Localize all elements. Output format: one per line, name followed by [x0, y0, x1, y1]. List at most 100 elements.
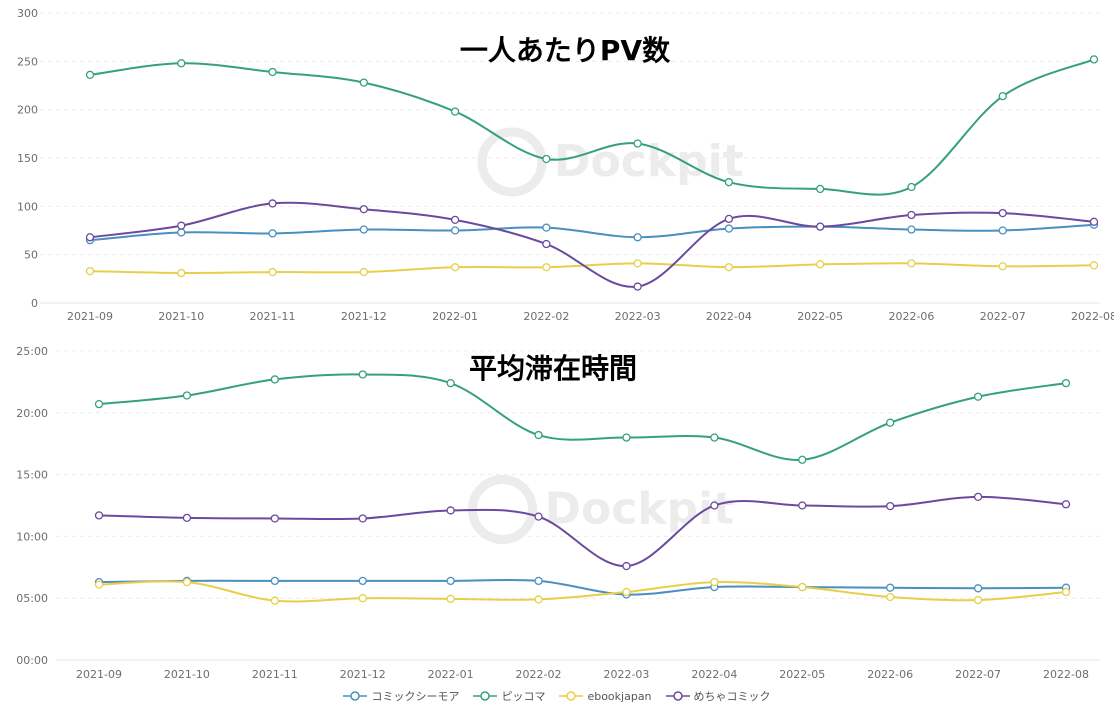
data-point [622, 587, 631, 597]
data-point [622, 433, 631, 442]
data-point [886, 592, 895, 602]
data-point [359, 78, 368, 87]
data-point [446, 506, 455, 515]
data-point [359, 225, 368, 234]
data-point [85, 233, 95, 242]
data-point [446, 378, 455, 388]
data-point [633, 139, 642, 148]
legend-line-circle-icon [343, 691, 368, 701]
legend-line-circle-icon [473, 691, 498, 701]
data-point [270, 514, 279, 523]
data-point [622, 561, 631, 571]
y-tick-label: 250 [17, 55, 38, 68]
data-point [534, 576, 543, 586]
data-point [798, 455, 807, 464]
legend: コミックシーモア ピッコマ ebookjapan めちゃコミック [0, 688, 1114, 704]
series-line-1 [98, 578, 1067, 596]
data-point [907, 182, 916, 192]
data-point [1089, 217, 1099, 226]
data-point [973, 595, 983, 605]
data-point [446, 594, 455, 603]
data-point [633, 282, 642, 291]
legend-item-ebookjapan[interactable]: ebookjapan [559, 688, 652, 704]
legend-item-piccoma[interactable]: ピッコマ [473, 688, 545, 704]
series-line-4 [98, 495, 1067, 568]
y-tick-label: 00:00 [16, 654, 48, 667]
x-tick-label: 2021-12 [340, 668, 386, 681]
x-tick-label: 2022-05 [779, 668, 825, 681]
data-point [710, 433, 719, 442]
y-tick-label: 100 [17, 200, 38, 213]
data-point [177, 228, 186, 237]
data-point [1061, 587, 1071, 597]
x-tick-label: 2022-04 [706, 310, 752, 323]
data-point [450, 107, 460, 116]
data-point [886, 501, 895, 511]
data-point [998, 226, 1007, 235]
data-point [907, 210, 916, 220]
data-point [450, 263, 460, 272]
data-point [998, 208, 1007, 218]
data-point [268, 229, 277, 238]
x-tick-label: 2021-11 [250, 310, 296, 323]
x-tick-label: 2021-09 [76, 668, 122, 681]
data-point [270, 576, 279, 586]
x-tick-label: 2022-07 [955, 668, 1001, 681]
x-tick-label: 2022-08 [1071, 310, 1114, 323]
data-point [358, 594, 367, 603]
legend-label: ebookjapan [587, 689, 652, 703]
legend-item-cmoa[interactable]: コミックシーモア [343, 688, 459, 704]
x-tick-label: 2022-02 [523, 310, 569, 323]
data-point [973, 392, 983, 401]
x-tick-label: 2021-10 [164, 668, 210, 681]
data-point [94, 511, 104, 520]
data-point [268, 67, 277, 77]
data-point [998, 262, 1007, 271]
data-point [85, 70, 95, 80]
chart-1: Dockpit 0 50 100 150 200 250 300 2021-09 2021-10 2… [17, 7, 1114, 323]
data-point [542, 154, 551, 164]
chart-title: 一人あたりPV数 [460, 34, 671, 67]
data-point [450, 215, 460, 225]
data-point [816, 260, 825, 269]
data-point [359, 267, 368, 277]
legend-item-mechacomic[interactable]: めちゃコミック [665, 688, 771, 704]
data-point [798, 501, 807, 510]
x-tick-label: 2022-01 [432, 310, 478, 323]
data-point [270, 596, 279, 605]
data-point [542, 263, 551, 272]
data-point [542, 239, 551, 249]
data-point [358, 370, 367, 379]
series-line-4 [89, 201, 1095, 288]
y-tick-label: 15:00 [16, 469, 48, 482]
y-tick-label: 50 [24, 249, 38, 262]
data-point [633, 233, 642, 242]
data-point [85, 266, 95, 276]
data-point [710, 577, 719, 587]
data-point [886, 418, 895, 427]
x-tick-label: 2022-07 [980, 310, 1026, 323]
legend-line-circle-icon [559, 691, 584, 701]
legend-line-circle-icon [665, 691, 690, 701]
data-point [816, 184, 825, 194]
series-line-2 [98, 373, 1067, 461]
x-tick-label: 2022-04 [691, 668, 737, 681]
data-point [358, 576, 367, 586]
data-point [724, 263, 734, 272]
data-point [182, 391, 192, 400]
y-tick-label: 25:00 [16, 345, 48, 358]
data-point [542, 223, 551, 232]
chart-title: 平均滞在時間 [469, 352, 637, 385]
data-point [724, 178, 734, 187]
data-point [1061, 378, 1071, 388]
data-point [450, 226, 460, 235]
data-point [534, 595, 543, 604]
data-point [724, 214, 734, 224]
legend-label: ピッコマ [501, 690, 546, 703]
data-point [998, 91, 1007, 101]
data-point [973, 492, 983, 501]
watermark: Dockpit [545, 484, 735, 535]
data-point [907, 225, 916, 234]
data-point [270, 375, 279, 384]
